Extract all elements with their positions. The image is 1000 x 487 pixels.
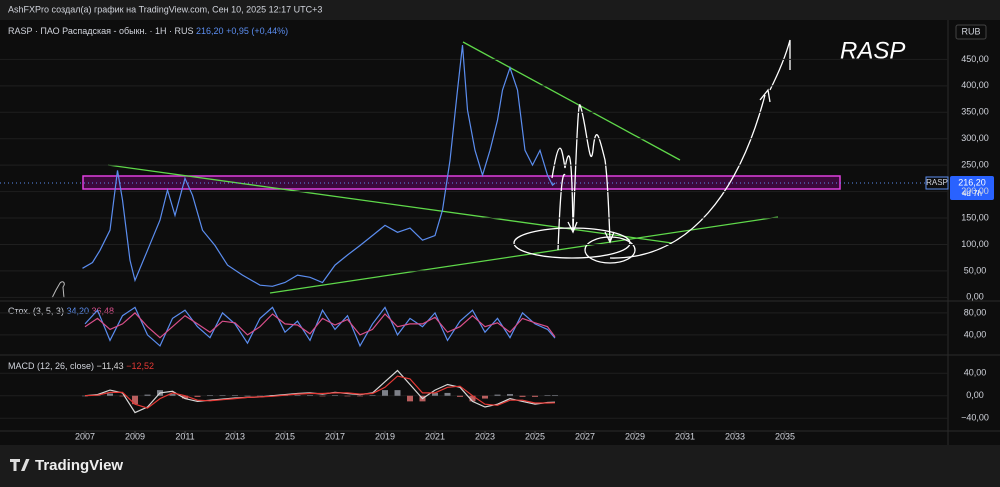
x-tick-label: 2025 [525, 431, 545, 441]
change: +0,95 (+0,44%) [226, 26, 288, 36]
histogram-bar [544, 395, 551, 396]
histogram-bar [219, 395, 226, 396]
histogram-bar [294, 395, 301, 396]
macd-legend: MACD (12, 26, close) −11,43 −12,52 [8, 361, 154, 371]
histogram-bar [119, 395, 126, 397]
signal-value: −12,52 [126, 361, 154, 371]
y-tick-label: 50,00 [964, 265, 987, 275]
series-line [82, 45, 556, 287]
histogram-bar [507, 394, 513, 396]
series-line [84, 312, 556, 339]
y-tick-label: −40,00 [961, 413, 989, 423]
histogram-bar [444, 392, 451, 396]
histogram-bar [457, 395, 463, 397]
price-tag-box [950, 176, 994, 200]
y-tick-label: 40,00 [964, 368, 987, 378]
x-tick-label: 2023 [475, 431, 495, 441]
histogram-bar [494, 394, 501, 396]
x-tick-label: 2029 [625, 431, 645, 441]
histogram-bar [394, 390, 401, 396]
x-tick-label: 2021 [425, 431, 445, 441]
histogram-bar [532, 395, 538, 397]
last-price: 216,20 [196, 26, 224, 36]
histogram-bar [232, 395, 238, 396]
histogram-bar [382, 390, 388, 396]
macd-title: MACD (12, 26, close) [8, 361, 94, 371]
stoch-k: 34,20 [66, 306, 89, 316]
series-line [84, 306, 556, 348]
price-tag-symbol-box [925, 176, 949, 190]
price-tag-symbol: RASP [926, 178, 948, 187]
currency: RUB [961, 26, 980, 36]
histogram-bar [307, 395, 313, 396]
x-tick-label: 2011 [175, 431, 194, 441]
histogram-bar [519, 395, 526, 397]
y-tick-label: 80,00 [964, 307, 987, 317]
stoch-title: Стох. (3, 5, 3) [8, 306, 64, 316]
x-tick-label: 2033 [725, 431, 745, 441]
price-tag-countdown: 4d 7h [962, 189, 982, 198]
x-tick-label: 2013 [225, 431, 245, 441]
trendline [269, 216, 779, 294]
series-line [84, 375, 556, 409]
histogram-bar [344, 395, 351, 397]
price-tag-price: 216,20 [958, 177, 986, 187]
brand: TradingView [35, 457, 123, 474]
x-tick-label: 2027 [575, 431, 595, 441]
stoch-legend: Стох. (3, 5, 3) 34,20 36,48 [8, 306, 114, 316]
histogram-bar [107, 393, 113, 396]
currency-box [955, 24, 987, 40]
histogram-bar [194, 395, 201, 397]
histogram-bar [319, 395, 326, 397]
y-tick-label: 0,00 [966, 390, 984, 400]
histogram-bar [82, 395, 88, 397]
x-tick-label: 2031 [675, 431, 695, 441]
histogram-bar [207, 395, 213, 396]
brand-logo [10, 459, 30, 471]
symbol: RASP · ПАО Распадская - обыкн. · 1H · RU… [8, 26, 194, 36]
x-tick-label: 2035 [775, 431, 795, 441]
caption: AshFXPro создал(а) график на TradingView… [8, 4, 322, 14]
y-tick-label: 100,00 [961, 239, 989, 249]
histogram-bar [169, 394, 176, 396]
trendline [107, 164, 673, 244]
y-tick-label: 200,00 [961, 186, 989, 196]
hand-drawing [513, 39, 791, 264]
y-tick-label: 150,00 [961, 212, 989, 222]
histogram-bar [407, 395, 413, 402]
trendline [462, 41, 681, 161]
histogram-bar [432, 392, 438, 396]
x-tick-label: 2017 [325, 431, 345, 441]
histogram-bar [369, 395, 376, 396]
x-tick-label: 2009 [125, 431, 145, 441]
chart-area [0, 20, 1000, 445]
histogram-bar [469, 395, 476, 402]
x-tick-label: 2015 [275, 431, 295, 441]
y-tick-label: 400,00 [961, 80, 989, 90]
y-tick-label: 250,00 [961, 160, 989, 170]
histogram-bar [552, 395, 558, 396]
histogram-bar [332, 395, 338, 396]
y-tick-label: 0,00 [966, 292, 984, 302]
histogram-bar [132, 395, 138, 405]
histogram-bar [357, 395, 363, 397]
y-tick-label: 450,00 [961, 54, 989, 64]
mascot [51, 281, 65, 299]
y-tick-label: 40,00 [964, 329, 987, 339]
macd-value: −11,43 [97, 361, 124, 371]
histogram-bar [257, 395, 263, 397]
y-tick-label: 350,00 [961, 107, 989, 117]
histogram-bar [482, 395, 488, 399]
histogram-bar [182, 395, 188, 399]
histogram-bar [144, 394, 151, 396]
x-tick-label: 2019 [375, 431, 395, 441]
x-tick-label: 2007 [75, 431, 95, 441]
histogram-bar [244, 395, 251, 397]
y-tick-label: 300,00 [961, 133, 989, 143]
symbol-legend: RASP · ПАО Распадская - обыкн. · 1H · RU… [8, 26, 288, 36]
annotation: RASP [840, 37, 905, 64]
stoch-d: 36,48 [92, 306, 115, 316]
